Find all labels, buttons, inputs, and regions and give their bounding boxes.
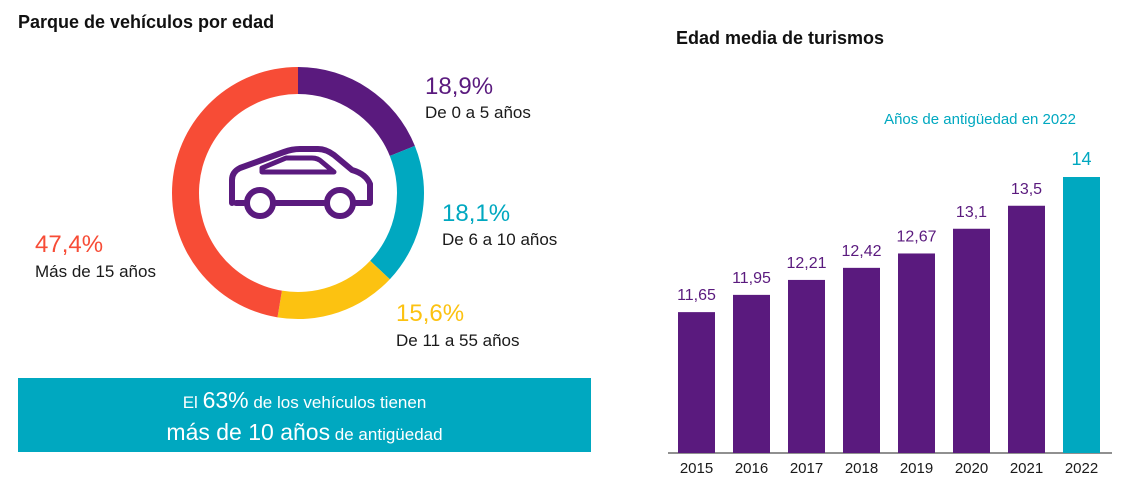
segment-label-6-10: De 6 a 10 años	[442, 230, 558, 249]
donut-chart	[172, 67, 425, 319]
bar-value-label-2017: 12,21	[786, 255, 826, 272]
banner-line-2: más de 10 años de antigüedad	[18, 419, 591, 446]
banner-text-pre: El	[182, 393, 203, 412]
bar-chart-subtitle: Años de antigüedad en 2022	[884, 111, 1076, 128]
bar-2018	[843, 267, 880, 453]
bar-chart-title: Edad media de turismos	[676, 28, 885, 48]
x-tick-label-2022: 2022	[1065, 460, 1098, 477]
segment-pct-11-55: 15,6%	[396, 300, 465, 327]
donut-slice-0	[298, 67, 415, 156]
bar-value-label-2018: 12,42	[841, 243, 881, 260]
bar-value-label-2015: 11,65	[677, 287, 716, 304]
banner-text-tail: de antigüedad	[330, 425, 443, 444]
banner-text-post: de los vehículos tienen	[248, 393, 427, 412]
bar-2017	[788, 279, 825, 453]
segment-label-15-plus: Más de 15 años	[35, 262, 156, 281]
banner-highlight-years: más de 10 años	[166, 419, 331, 445]
banner-line-1: El 63% de los vehículos tienen	[18, 387, 591, 414]
bar-2016	[733, 294, 770, 453]
donut-chart-title: Parque de vehículos por edad	[18, 12, 275, 32]
bar-2015	[678, 312, 715, 453]
bar-value-label-2020: 13,1	[956, 204, 987, 221]
x-tick-label-2015: 2015	[680, 460, 713, 477]
bar-value-label-2019: 12,67	[896, 228, 936, 245]
donut-slice-2	[277, 260, 390, 319]
bar-2021	[1008, 205, 1045, 453]
bar-2019	[898, 253, 935, 453]
x-tick-label-2017: 2017	[790, 460, 823, 477]
segment-pct-6-10: 18,1%	[442, 200, 511, 227]
x-tick-label-2021: 2021	[1010, 460, 1043, 477]
donut-slice-1	[370, 145, 425, 280]
segment-label-11-55: De 11 a 55 años	[396, 331, 520, 350]
donut-slice-3	[172, 67, 298, 318]
segment-label-0-5: De 0 a 5 años	[425, 103, 531, 122]
x-tick-label-2018: 2018	[845, 460, 878, 477]
bar-value-label-2022: 14	[1071, 149, 1091, 169]
x-tick-label-2016: 2016	[735, 460, 768, 477]
x-tick-label-2019: 2019	[900, 460, 933, 477]
bar-value-label-2016: 11,95	[732, 270, 771, 287]
bar-2022	[1063, 177, 1100, 453]
bar-value-label-2021: 13,5	[1011, 181, 1042, 198]
banner-highlight-pct: 63%	[202, 387, 249, 413]
x-tick-label-2020: 2020	[955, 460, 988, 477]
segment-pct-0-5: 18,9%	[425, 73, 494, 100]
summary-banner: El 63% de los vehículos tienen más de 10…	[18, 378, 591, 452]
segment-pct-15-plus: 47,4%	[35, 231, 104, 258]
car-icon	[229, 146, 373, 219]
bar-2020	[953, 228, 990, 453]
